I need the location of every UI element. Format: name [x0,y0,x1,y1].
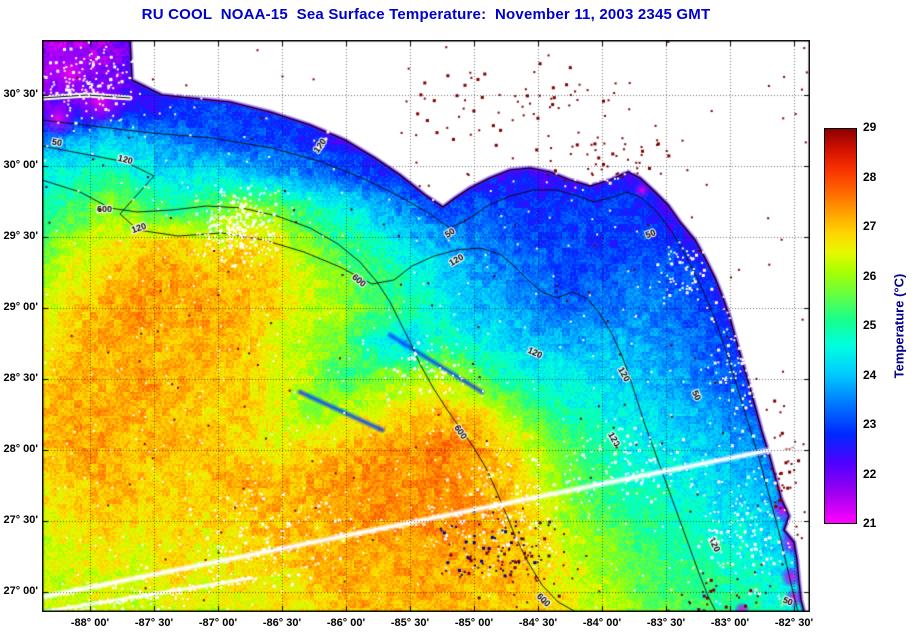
colorbar [824,128,857,524]
y-tick-label: 28° 00' [3,443,38,455]
x-tick-label: -86° 00' [326,617,366,629]
x-tick-label: -87° 00' [198,617,238,629]
colorbar-tick-label: 29 [863,120,877,134]
x-tick-label: -88° 00' [70,617,110,629]
colorbar-tick-label: 27 [863,219,877,233]
y-tick-label: 29° 30' [3,230,38,242]
y-tick-label: 27° 00' [3,585,38,597]
x-tick-label: -83° 30' [646,617,686,629]
y-tick-label: 30° 30' [3,88,38,100]
y-tick-label: 30° 00' [3,159,38,171]
x-tick-label: -84° 30' [518,617,558,629]
colorbar-tick-label: 24 [863,367,877,382]
x-tick-label: -86° 30' [262,617,302,629]
x-tick-label: -85° 00' [454,617,494,629]
colorbar-tick-label: 26 [863,268,877,283]
figure-title: RU COOL NOAA-15 Sea Surface Temperature:… [141,6,711,23]
colorbar-tick-label: 25 [863,318,877,332]
colorbar-label: Temperature (°C) [891,273,907,379]
colorbar-tick-label: 21 [863,516,877,530]
y-tick-label: 29° 00' [3,301,38,313]
x-tick-label: -85° 30' [390,617,430,629]
x-tick-label: -82° 30' [774,617,814,629]
colorbar-tick-label: 22 [863,466,877,481]
colorbar-tick-label: 28 [863,169,877,184]
x-tick-label: -87° 30' [134,617,174,629]
sst-map-canvas [42,40,810,612]
x-tick-label: -83° 00' [710,617,750,629]
y-tick-label: 28° 30' [3,372,38,384]
x-tick-label: -84° 00' [582,617,622,629]
colorbar-tick-label: 23 [863,417,877,431]
y-tick-label: 27° 30' [3,514,38,526]
